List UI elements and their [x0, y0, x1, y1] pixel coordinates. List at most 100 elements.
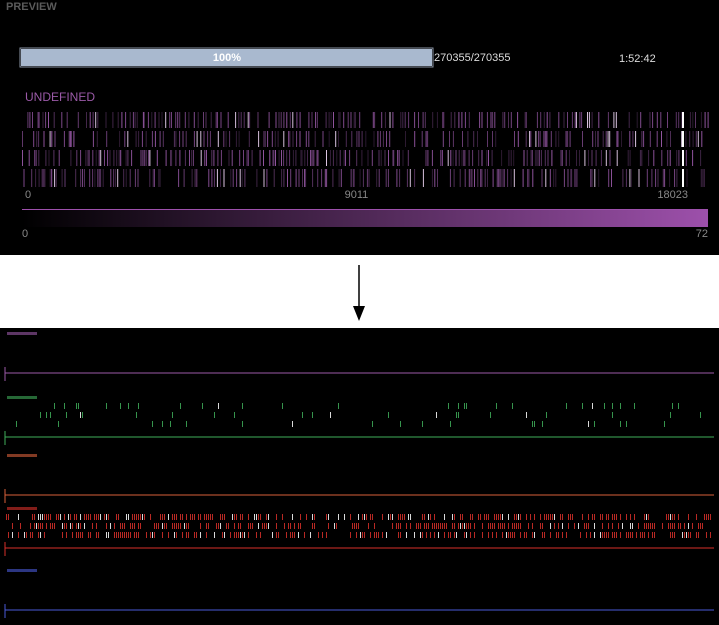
spike — [512, 403, 513, 409]
stripe — [179, 150, 181, 166]
stripe — [43, 131, 45, 147]
stripe — [307, 150, 308, 166]
spike — [424, 514, 425, 520]
stripe — [437, 169, 438, 187]
spike — [520, 532, 521, 538]
spike — [336, 523, 337, 529]
spike — [524, 532, 525, 538]
stripe — [185, 131, 187, 147]
spike — [508, 523, 509, 529]
spike — [256, 532, 257, 538]
stripe — [385, 169, 387, 187]
stripe — [492, 112, 494, 128]
spike — [388, 514, 389, 520]
spike — [284, 523, 285, 529]
stripe — [263, 150, 264, 166]
stripe — [462, 131, 463, 147]
stripe — [534, 150, 536, 166]
spike — [30, 523, 31, 529]
spike — [510, 532, 511, 538]
spike — [370, 514, 371, 520]
spike — [252, 523, 253, 529]
spike — [460, 514, 461, 520]
stripe — [96, 131, 98, 147]
stripe — [424, 112, 426, 128]
stripe — [22, 131, 23, 147]
spike — [590, 532, 591, 538]
stripe — [507, 169, 509, 187]
spike — [32, 514, 33, 520]
spike — [238, 532, 239, 538]
stripe — [666, 131, 668, 147]
stripe — [247, 112, 249, 128]
stripe — [376, 169, 378, 187]
stripe — [296, 112, 298, 128]
stripe — [526, 150, 528, 166]
spike — [704, 514, 705, 520]
stripe — [464, 112, 466, 128]
stripe — [192, 150, 194, 166]
stripe — [525, 112, 527, 128]
spike — [566, 403, 567, 409]
spike — [460, 523, 461, 529]
stripe — [305, 169, 307, 187]
spike — [126, 532, 127, 538]
stripe — [338, 112, 340, 128]
stripe — [232, 169, 234, 187]
spike — [688, 514, 689, 520]
spike — [150, 514, 151, 520]
spike — [604, 403, 605, 409]
stripe — [104, 150, 105, 166]
spike — [398, 532, 399, 538]
spike — [80, 412, 81, 418]
stripe — [575, 112, 577, 128]
spike — [550, 532, 551, 538]
stripe — [215, 112, 217, 128]
stripe — [217, 131, 219, 147]
spike — [82, 532, 83, 538]
stripe — [467, 131, 469, 147]
progress-track — [19, 47, 434, 68]
spike — [690, 532, 691, 538]
spike — [176, 514, 177, 520]
spike — [626, 421, 627, 427]
stripe — [183, 169, 185, 187]
spike — [630, 514, 631, 520]
spike — [38, 514, 39, 520]
spike — [108, 532, 109, 538]
spike — [188, 523, 189, 529]
spike — [696, 514, 697, 520]
stripe — [235, 112, 237, 128]
stripe — [539, 131, 541, 147]
stripe — [670, 131, 671, 147]
stripe — [45, 150, 47, 166]
stripe — [569, 150, 570, 166]
spike — [356, 532, 357, 538]
stripe — [95, 112, 97, 128]
stripe — [169, 112, 170, 128]
spike — [512, 532, 513, 538]
stripe — [595, 150, 597, 166]
stripe — [263, 131, 265, 147]
stripe — [440, 150, 442, 166]
stripe — [339, 112, 341, 128]
stripe — [193, 112, 195, 128]
spike — [328, 514, 329, 520]
stripe — [131, 150, 133, 166]
stripe — [388, 150, 389, 166]
x-tick-label: 0 — [25, 189, 31, 201]
spike — [34, 514, 35, 520]
stripe — [425, 150, 427, 166]
spike — [174, 532, 175, 538]
spike — [328, 523, 329, 529]
spike — [448, 532, 449, 538]
spike — [602, 523, 603, 529]
spike — [422, 514, 423, 520]
spike — [392, 523, 393, 529]
spike — [118, 514, 119, 520]
spike — [458, 412, 459, 418]
stripe — [106, 131, 108, 147]
spike — [120, 403, 121, 409]
stripe — [468, 112, 470, 128]
spike — [470, 532, 471, 538]
